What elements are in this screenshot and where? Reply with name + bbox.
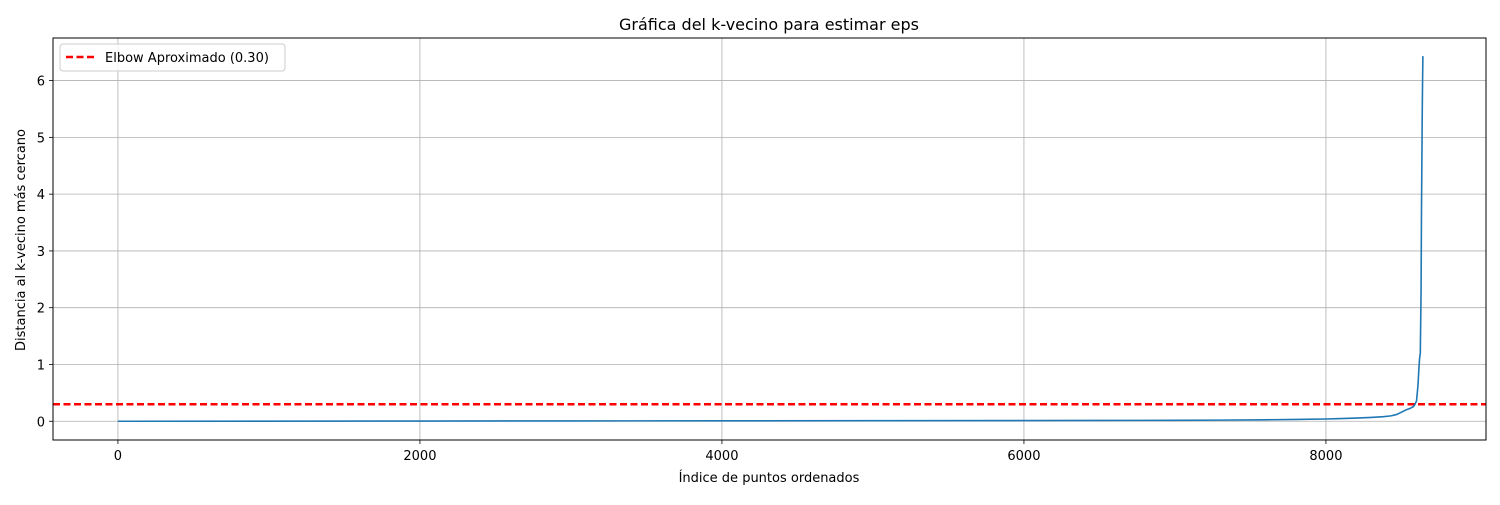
plot-frame — [52, 37, 1487, 441]
y-axis-ticks: 0 1 2 3 4 5 6 — [37, 75, 53, 430]
legend: Elbow Aproximado (0.30) — [59, 43, 286, 72]
series-layer — [117, 56, 1424, 423]
y-tick-label: 0 — [37, 415, 45, 430]
y-tick-label: 4 — [37, 188, 45, 203]
y-axis-label: Distancia al k-vecino más cercano — [14, 129, 29, 351]
x-axis-label: Índice de puntos ordenados — [679, 470, 860, 486]
x-tick-label: 2000 — [403, 449, 436, 464]
x-tick-label: 4000 — [705, 449, 738, 464]
y-tick-label: 6 — [37, 75, 45, 90]
k-distance-line — [117, 56, 1424, 423]
x-tick-label: 6000 — [1007, 449, 1040, 464]
x-tick-label: 0 — [114, 449, 122, 464]
y-tick-label: 1 — [37, 358, 45, 373]
y-tick-label: 2 — [37, 302, 45, 317]
y-tick-label: 3 — [37, 245, 45, 260]
y-tick-label: 5 — [37, 131, 45, 146]
chart-title: Gráfica del k-vecino para estimar eps — [619, 15, 919, 34]
x-tick-label: 8000 — [1309, 449, 1342, 464]
legend-label-elbow: Elbow Aproximado (0.30) — [105, 51, 269, 66]
legend-box — [59, 43, 286, 72]
x-axis-ticks: 0 2000 4000 6000 8000 — [114, 440, 1342, 464]
